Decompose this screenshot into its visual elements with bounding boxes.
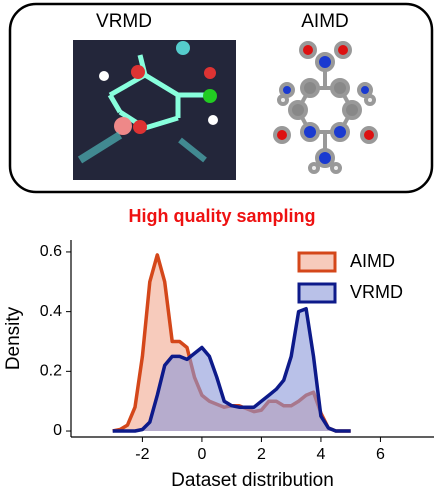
- panel-frame: [8, 2, 434, 194]
- x-axis-title: Dataset distribution: [171, 470, 334, 491]
- y-tick-label: 0.2: [40, 363, 62, 380]
- y-axis-title: Density: [3, 306, 24, 370]
- legend-swatch: [297, 251, 337, 273]
- vrmd-image: [73, 40, 236, 180]
- x-tick-label: 6: [376, 446, 385, 463]
- chart-title: High quality sampling: [128, 206, 315, 226]
- area-line: [112, 306, 351, 433]
- area-fill: [112, 308, 351, 432]
- aimd-molecule: [273, 41, 378, 174]
- legend-swatch: [297, 282, 337, 304]
- vrmd-label: VRMD: [96, 11, 152, 32]
- y-tick-label: 0: [53, 422, 62, 439]
- x-tick-label: 2: [257, 446, 266, 463]
- x-tick-label: 4: [316, 446, 325, 463]
- x-tick-label: -2: [135, 446, 149, 463]
- legend-label: AIMD: [350, 251, 395, 271]
- x-tick-label: 0: [197, 446, 206, 463]
- legend-label: VRMD: [350, 282, 403, 302]
- y-tick-label: 0.4: [40, 303, 62, 320]
- y-tick-label: 0.6: [40, 243, 62, 260]
- aimd-label: AIMD: [301, 11, 349, 32]
